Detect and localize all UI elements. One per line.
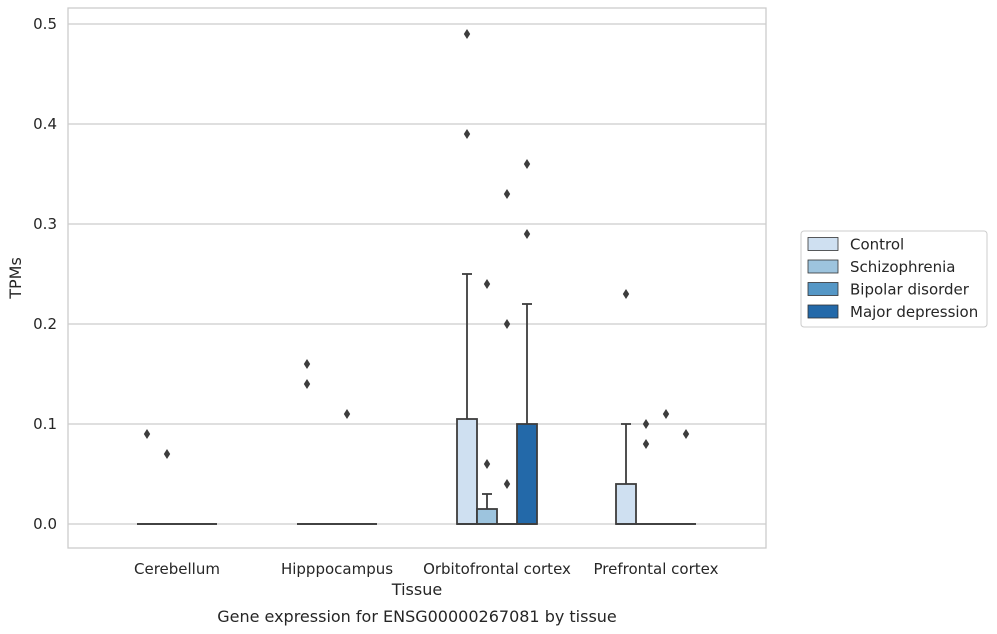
legend-frame: [800, 230, 988, 328]
boxes: [137, 273, 696, 525]
box-group: [456, 273, 478, 525]
legend-label: Schizophrenia: [850, 258, 955, 276]
y-tick-label: 0.2: [33, 315, 57, 333]
y-tick-labels: 0.0 0.1 0.2 0.3 0.4 0.5: [33, 15, 57, 533]
x-tick-label: Orbitofrontal cortex: [423, 560, 571, 578]
outlier-point: [483, 459, 491, 469]
outlier-point: [503, 189, 511, 199]
y-tick-label: 0.3: [33, 215, 57, 233]
outlier-point: [642, 419, 650, 429]
outlier-point: [503, 479, 511, 489]
chart-caption: Gene expression for ENSG00000267081 by t…: [217, 607, 617, 626]
box: [615, 483, 637, 525]
x-axis-title: Tissue: [391, 580, 442, 599]
legend-label: Bipolar disorder: [850, 281, 970, 299]
box-group: [516, 303, 538, 525]
outlier-point: [463, 29, 471, 39]
y-tick-label: 0.4: [33, 115, 57, 133]
outlier-point: [143, 429, 151, 439]
outlier-point: [463, 129, 471, 139]
box-group: [615, 423, 637, 525]
x-tick-labels: Cerebellum Hipppocampus Orbitofrontal cort…: [134, 560, 719, 578]
gridlines: [68, 23, 766, 525]
legend-label: Control: [850, 236, 904, 254]
outlier-point: [682, 429, 690, 439]
outlier-point: [503, 319, 511, 329]
outlier-point: [642, 439, 650, 449]
box: [456, 418, 478, 525]
outlier-point: [343, 409, 351, 419]
legend: Control Schizophrenia Bipolar disorder Majo…: [800, 230, 988, 328]
box-group: [476, 493, 498, 525]
y-tick-label: 0.0: [33, 515, 57, 533]
outliers: [143, 29, 690, 489]
box: [476, 508, 498, 525]
outlier-point: [303, 379, 311, 389]
legend-swatch: [807, 304, 839, 319]
box: [516, 423, 538, 525]
legend-label: Major depression: [850, 303, 978, 321]
outlier-point: [483, 279, 491, 289]
legend-swatch: [807, 282, 839, 296]
x-tick-label: Hipppocampus: [281, 560, 393, 578]
y-tick-label: 0.5: [33, 15, 57, 33]
x-tick-label: Cerebellum: [134, 560, 220, 578]
legend-swatch: [807, 259, 839, 274]
plot-area-frame: [67, 7, 767, 549]
outlier-point: [163, 449, 171, 459]
outlier-point: [662, 409, 670, 419]
x-tick-label: Prefrontal cortex: [594, 560, 719, 578]
y-axis-title: TPMs: [6, 257, 25, 300]
outlier-point: [523, 229, 531, 239]
outlier-point: [303, 359, 311, 369]
outlier-point: [622, 289, 630, 299]
outlier-point: [523, 159, 531, 169]
y-tick-label: 0.1: [33, 415, 57, 433]
legend-swatch: [807, 237, 839, 251]
